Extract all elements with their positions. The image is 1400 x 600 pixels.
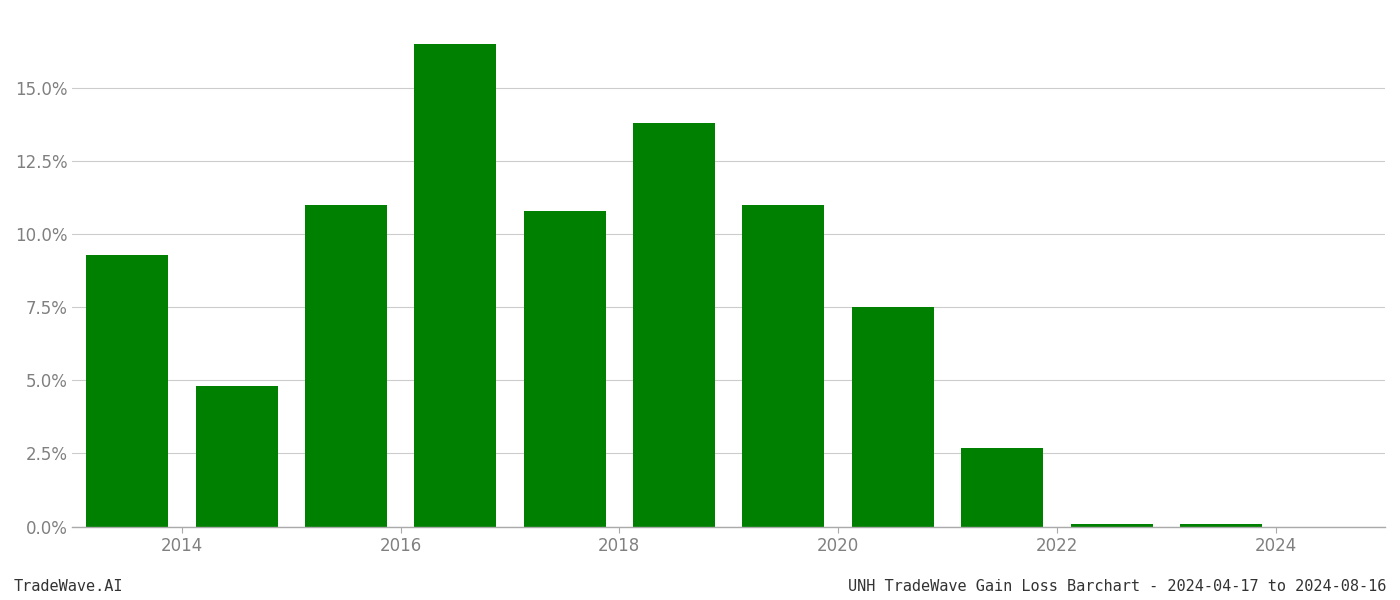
Bar <box>196 386 277 527</box>
Text: TradeWave.AI: TradeWave.AI <box>14 579 123 594</box>
Bar <box>414 44 497 527</box>
Bar <box>851 307 934 527</box>
Bar <box>524 211 606 527</box>
Bar <box>742 205 825 527</box>
Bar <box>1180 524 1261 527</box>
Text: UNH TradeWave Gain Loss Barchart - 2024-04-17 to 2024-08-16: UNH TradeWave Gain Loss Barchart - 2024-… <box>847 579 1386 594</box>
Bar <box>1071 524 1152 527</box>
Bar <box>962 448 1043 527</box>
Bar <box>87 255 168 527</box>
Bar <box>633 123 715 527</box>
Bar <box>305 205 386 527</box>
